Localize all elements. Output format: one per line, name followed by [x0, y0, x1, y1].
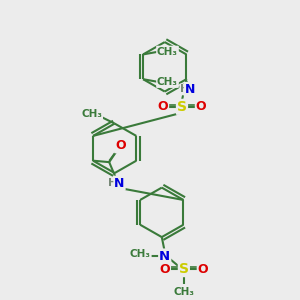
- Text: O: O: [158, 100, 168, 113]
- Text: O: O: [159, 262, 170, 276]
- Text: H: H: [108, 178, 118, 188]
- Text: CH₃: CH₃: [81, 109, 102, 119]
- Text: S: S: [177, 100, 187, 114]
- Text: CH₃: CH₃: [173, 287, 194, 297]
- Text: CH₃: CH₃: [157, 46, 178, 56]
- Text: N: N: [159, 250, 170, 262]
- Text: CH₃: CH₃: [130, 249, 151, 259]
- Text: CH₃: CH₃: [157, 77, 178, 87]
- Text: N: N: [114, 177, 125, 190]
- Text: H: H: [180, 84, 190, 94]
- Text: N: N: [185, 83, 195, 96]
- Text: O: O: [198, 262, 208, 276]
- Text: S: S: [179, 262, 189, 276]
- Text: O: O: [196, 100, 206, 113]
- Text: O: O: [115, 139, 126, 152]
